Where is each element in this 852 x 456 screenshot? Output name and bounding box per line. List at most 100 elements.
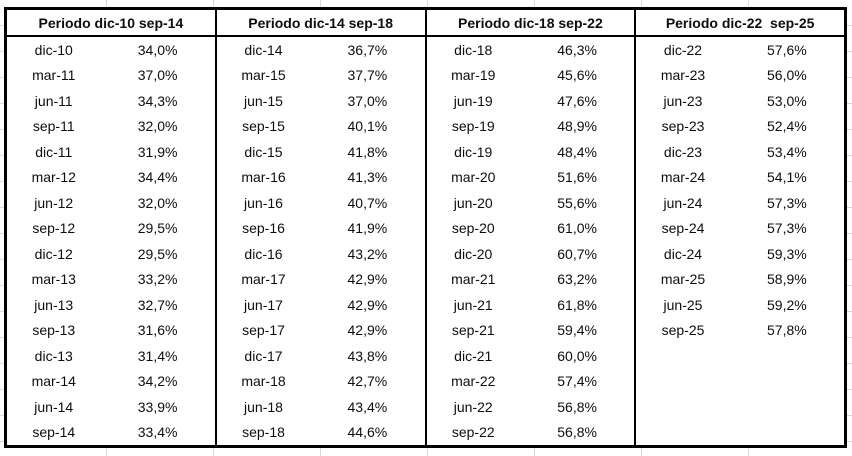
- period-date-cell: sep-11: [32, 118, 75, 135]
- period-date-cell: dic-20: [454, 245, 493, 262]
- percentage-value-cell: 61,8%: [557, 296, 597, 313]
- period-date-cell: jun-19: [453, 92, 493, 109]
- table-row: sep-16 41,9%: [217, 216, 425, 242]
- period-group-1-rows: dic-10 34,0% mar-11 37,0% jun-11 34,3% sep-11 3…: [7, 37, 215, 445]
- period-date-cell: mar-17: [241, 271, 286, 288]
- period-date-cell: dic-19: [454, 143, 493, 160]
- percentage-value-cell: 33,2%: [137, 271, 178, 288]
- period-date-cell: jun-24: [663, 194, 703, 211]
- percentage-value-cell: 44,6%: [347, 424, 388, 441]
- table-row: sep-25 57,8%: [636, 318, 844, 344]
- table-row: [636, 369, 844, 395]
- percentage-value-cell: 56,8%: [557, 398, 597, 415]
- percentage-value-cell: 32,0%: [137, 194, 178, 211]
- table-row: sep-12 29,5%: [7, 216, 215, 242]
- percentage-value-cell: 37,0%: [137, 67, 178, 84]
- period-date-cell: jun-14: [34, 398, 74, 415]
- period-date-cell: jun-22: [453, 398, 493, 415]
- percentage-value-cell: 56,8%: [557, 424, 597, 441]
- table-row: mar-19 45,6%: [427, 63, 635, 89]
- period-date-cell: dic-14: [244, 41, 283, 58]
- table-row: dic-23 53,4%: [636, 139, 844, 165]
- percentage-value-cell: 58,9%: [767, 271, 807, 288]
- period-date-cell: jun-23: [663, 92, 703, 109]
- period-date-cell: sep-16: [242, 220, 285, 237]
- period-date-cell: mar-18: [241, 373, 286, 390]
- period-group-3-rows: dic-18 46,3% mar-19 45,6% jun-19 47,6% sep-19 4…: [427, 37, 635, 445]
- percentage-value-cell: 33,9%: [137, 398, 178, 415]
- table-row: sep-14 33,4%: [7, 420, 215, 446]
- period-date-cell: sep-23: [661, 118, 705, 135]
- period-date-cell: mar-22: [451, 373, 496, 390]
- table-row: mar-13 33,2%: [7, 267, 215, 293]
- table-row: sep-20 61,0%: [427, 216, 635, 242]
- table-row: mar-23 56,0%: [636, 63, 844, 89]
- table-row: [636, 343, 844, 369]
- table-row: sep-18 44,6%: [217, 420, 425, 446]
- percentage-value-cell: 56,0%: [767, 67, 807, 84]
- percentage-value-cell: 43,2%: [347, 245, 388, 262]
- percentage-value-cell: 33,4%: [137, 424, 178, 441]
- period-date-cell: mar-23: [660, 67, 706, 84]
- percentage-value-cell: 48,9%: [557, 118, 597, 135]
- percentage-value-cell: 36,7%: [347, 41, 388, 58]
- table-row: dic-10 34,0%: [7, 37, 215, 63]
- table-row: mar-16 41,3%: [217, 165, 425, 191]
- period-group-2-rows: dic-14 36,7% mar-15 37,7% jun-15 37,0% sep-15 4…: [217, 37, 425, 445]
- percentage-value-cell: 53,0%: [767, 92, 807, 109]
- table-row: dic-24 59,3%: [636, 241, 844, 267]
- period-date-cell: dic-17: [244, 347, 283, 364]
- percentage-value-cell: 29,5%: [137, 220, 178, 237]
- percentage-value-cell: 51,6%: [557, 169, 597, 186]
- percentage-value-cell: 46,3%: [557, 41, 597, 58]
- percentage-value-cell: 63,2%: [557, 271, 597, 288]
- period-date-cell: jun-11: [34, 92, 73, 109]
- period-date-cell: sep-22: [451, 424, 495, 441]
- period-date-cell: jun-18: [244, 398, 283, 415]
- table-row: jun-21 61,8%: [427, 292, 635, 318]
- period-date-cell: sep-18: [242, 424, 285, 441]
- table-row: sep-17 42,9%: [217, 318, 425, 344]
- table-row: dic-18 46,3%: [427, 37, 635, 63]
- percentage-value-cell: 52,4%: [767, 118, 807, 135]
- table-row: mar-14 34,2%: [7, 369, 215, 395]
- table-row: dic-14 36,7%: [217, 37, 425, 63]
- table-row: mar-25 58,9%: [636, 267, 844, 293]
- period-date-cell: jun-20: [453, 194, 493, 211]
- percentage-value-cell: 31,9%: [137, 143, 178, 160]
- table-row: sep-24 57,3%: [636, 216, 844, 242]
- table-row: dic-21 60,0%: [427, 343, 635, 369]
- table-row: mar-17 42,9%: [217, 267, 425, 293]
- table-row: dic-17 43,8%: [217, 343, 425, 369]
- period-date-cell: dic-12: [34, 245, 73, 262]
- percentage-value-cell: 41,9%: [347, 220, 388, 237]
- period-date-cell: mar-16: [241, 169, 286, 186]
- percentage-value-cell: 53,4%: [767, 143, 807, 160]
- period-date-cell: mar-14: [31, 373, 76, 390]
- period-percentage-table: Periodo dic-10 sep-14 dic-10 34,0% mar-11 3…: [4, 7, 847, 448]
- percentage-value-cell: 31,6%: [137, 322, 178, 339]
- table-row: jun-18 43,4%: [217, 394, 425, 420]
- table-row: dic-16 43,2%: [217, 241, 425, 267]
- period-date-cell: mar-15: [241, 67, 286, 84]
- percentage-value-cell: 45,6%: [557, 67, 597, 84]
- period-date-cell: mar-13: [31, 271, 76, 288]
- period-date-cell: dic-22: [663, 41, 703, 58]
- period-date-cell: mar-20: [451, 169, 496, 186]
- period-date-cell: mar-21: [451, 271, 496, 288]
- table-row: sep-11 32,0%: [7, 114, 215, 140]
- period-group-4: Periodo dic-22 sep-25 dic-22 57,6% mar-23 5…: [634, 10, 844, 445]
- table-row: sep-13 31,6%: [7, 318, 215, 344]
- table-row: jun-24 57,3%: [636, 190, 844, 216]
- percentage-value-cell: 29,5%: [137, 245, 178, 262]
- table-row: dic-19 48,4%: [427, 139, 635, 165]
- table-row: dic-15 41,8%: [217, 139, 425, 165]
- percentage-value-cell: 42,9%: [347, 271, 388, 288]
- table-row: sep-22 56,8%: [427, 420, 635, 446]
- period-date-cell: jun-16: [244, 194, 283, 211]
- period-date-cell: dic-21: [454, 347, 493, 364]
- percentage-value-cell: 60,0%: [557, 347, 597, 364]
- period-date-cell: mar-24: [660, 169, 706, 186]
- percentage-value-cell: 42,9%: [347, 322, 388, 339]
- percentage-value-cell: 40,1%: [347, 118, 388, 135]
